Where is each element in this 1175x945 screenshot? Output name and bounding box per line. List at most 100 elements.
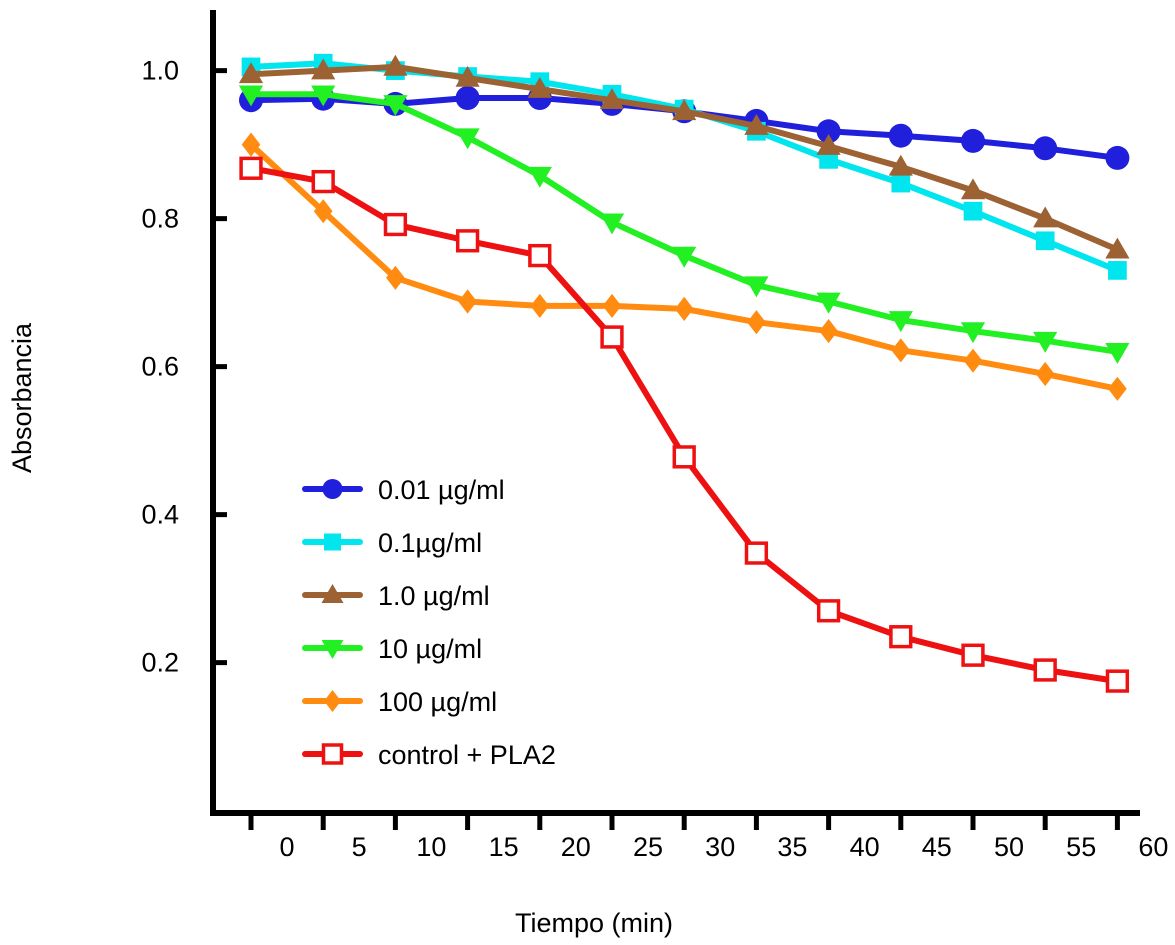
y-axis-label: Absorbancia <box>7 322 37 473</box>
data-point <box>311 85 336 107</box>
legend: 0.01 µg/ml 0.1µg/ml 1.0 µg/ml 10 µg/ml 100 µ… <box>302 475 556 770</box>
legend-entry: 100 µg/ml <box>302 687 497 717</box>
data-point <box>383 54 408 76</box>
data-point <box>672 246 697 268</box>
data-point <box>674 296 694 321</box>
series-control-pla2 <box>239 156 1130 693</box>
y-tick-label: 1.0 <box>141 56 179 86</box>
legend-entry: 0.01 µg/ml <box>302 475 505 505</box>
data-point <box>961 643 985 667</box>
series-100-g-ml <box>241 132 1127 401</box>
data-point <box>238 85 264 107</box>
data-point <box>1105 669 1130 693</box>
legend-label: 10 µg/ml <box>378 634 482 664</box>
legend-marker <box>321 743 344 765</box>
x-tick-label: 30 <box>705 832 735 862</box>
data-point <box>816 133 841 155</box>
data-point <box>888 154 913 176</box>
data-point <box>1033 331 1058 353</box>
series-0-1-g-ml <box>241 53 1127 280</box>
data-point <box>1035 231 1055 251</box>
x-tick-label: 45 <box>922 832 952 862</box>
legend-label: 0.1µg/ml <box>378 528 482 558</box>
data-point <box>891 338 911 363</box>
data-point <box>311 58 336 80</box>
legend-marker <box>321 640 344 659</box>
data-point <box>1033 136 1058 161</box>
data-point <box>239 156 263 180</box>
series-line <box>248 63 1121 253</box>
data-point <box>599 88 625 109</box>
data-point <box>528 243 552 268</box>
data-point <box>311 169 335 194</box>
x-tick-label: 15 <box>489 832 519 862</box>
data-point <box>1108 261 1127 280</box>
x-tick-label: 5 <box>352 832 367 862</box>
legend-entry: 10 µg/ml <box>302 634 482 664</box>
legend-label: control + PLA2 <box>378 740 556 770</box>
legend-marker <box>324 533 341 551</box>
data-point <box>313 199 333 224</box>
legend-entry: control + PLA2 <box>302 740 556 770</box>
data-point <box>455 85 480 110</box>
data-point <box>527 166 552 188</box>
data-point <box>527 77 552 98</box>
x-tick-label: 35 <box>777 832 807 862</box>
legend-entry: 0.1µg/ml <box>302 528 482 558</box>
axes: 0.2 0.4 0.6 0.8 1.0 0 5 10 15 20 25 30 35 40 45 50 55 60 <box>141 10 1168 862</box>
x-axis-label: Tiempo (min) <box>515 908 673 938</box>
legend-label: 100 µg/ml <box>378 687 497 717</box>
data-point <box>744 541 769 565</box>
data-point <box>238 62 264 84</box>
series-10-g-ml <box>238 85 1130 364</box>
data-point <box>672 99 697 121</box>
data-point <box>1108 376 1127 401</box>
y-tick-label: 0.6 <box>141 352 179 382</box>
data-point <box>816 119 841 144</box>
data-point <box>888 311 913 333</box>
data-point <box>1033 206 1058 228</box>
data-point <box>455 128 480 150</box>
legend-entry: 1.0 µg/ml <box>302 581 490 611</box>
x-tick-label: 60 <box>1138 832 1168 862</box>
data-point <box>744 276 769 298</box>
legend-marker <box>324 690 341 712</box>
data-point <box>819 318 838 344</box>
legend-marker <box>322 479 343 499</box>
data-point <box>961 128 985 153</box>
data-point <box>1035 361 1055 387</box>
data-point <box>530 293 550 319</box>
series-line <box>248 60 1121 274</box>
y-tick-label: 0.4 <box>141 500 179 530</box>
data-point <box>455 65 480 87</box>
data-point <box>889 625 913 649</box>
legend-label: 0.01 µg/ml <box>378 475 505 505</box>
legend-label: 1.0 µg/ml <box>378 581 490 611</box>
x-tick-label: 10 <box>416 832 446 862</box>
data-point <box>963 201 983 221</box>
data-point <box>960 322 986 344</box>
data-point <box>383 212 408 237</box>
y-tick-label: 0.8 <box>141 204 179 234</box>
data-point <box>816 292 841 314</box>
x-tick-label: 40 <box>850 832 880 862</box>
x-tick-label: 55 <box>1066 832 1096 862</box>
x-tick-label: 20 <box>561 832 591 862</box>
data-point <box>891 173 911 193</box>
data-point <box>1105 145 1130 170</box>
data-point <box>602 293 622 319</box>
data-point <box>458 289 477 314</box>
x-tick-label: 25 <box>633 832 663 862</box>
data-point <box>241 132 261 157</box>
data-point <box>599 213 625 235</box>
data-point <box>672 445 696 469</box>
x-tick-label: 50 <box>994 832 1024 862</box>
series-1-0-g-ml <box>238 54 1130 259</box>
data-point <box>960 178 986 200</box>
x-tick-label: 0 <box>279 832 294 862</box>
legend-marker <box>321 584 344 603</box>
series-layer <box>238 53 1130 693</box>
y-tick-label: 0.2 <box>141 648 179 678</box>
data-point <box>1105 237 1130 259</box>
